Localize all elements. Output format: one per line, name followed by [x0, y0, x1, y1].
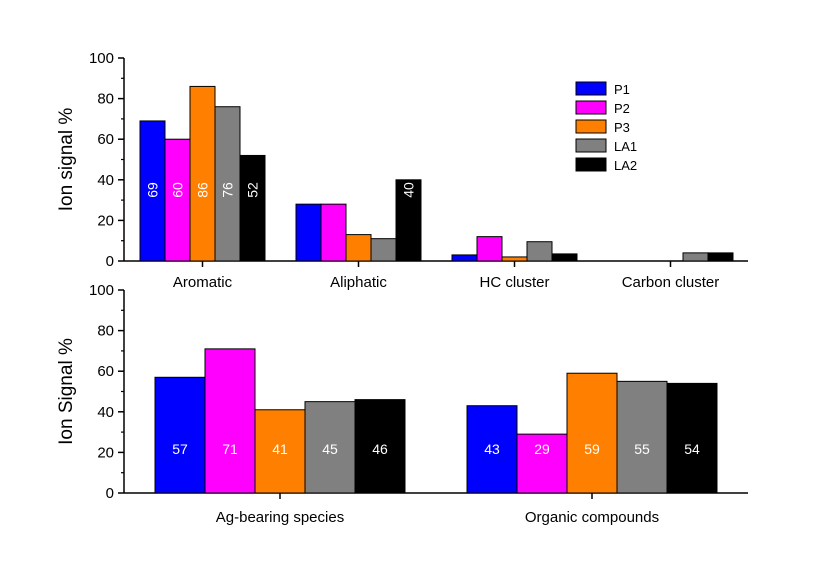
y-tick-label: 80 — [97, 91, 114, 108]
x-category-label: HC cluster — [479, 274, 549, 291]
bar-la2 — [239, 154, 266, 262]
bar-p3 — [566, 372, 618, 494]
legend-label: LA1 — [614, 139, 637, 154]
data-label: 59 — [584, 441, 600, 457]
legend-swatch-la2 — [575, 157, 607, 172]
bar-p3 — [345, 234, 372, 262]
data-label: 46 — [372, 441, 388, 457]
x-category-label: Aliphatic — [330, 274, 387, 291]
data-label: 13 — [351, 182, 367, 198]
legend-swatch-p3 — [575, 119, 607, 134]
x-category-label: Ag-bearing species — [216, 509, 344, 526]
bar-la1 — [616, 380, 668, 494]
bar-la1 — [682, 252, 709, 262]
bar-p2 — [164, 138, 191, 262]
bar-p2 — [476, 236, 503, 262]
bar-p1 — [295, 203, 322, 262]
data-label: 28 — [301, 182, 317, 198]
bar-p1 — [466, 405, 518, 494]
data-label: 71 — [222, 441, 238, 457]
legend-swatch-la1 — [575, 138, 607, 153]
data-label: 29 — [534, 441, 550, 457]
y-tick-label: 40 — [97, 172, 114, 189]
bar-p1 — [451, 254, 478, 262]
top-chart: 0 20 40 60 80 100 Ion signal % Aromatic 69 60 86 76… — [56, 50, 748, 291]
data-label: 11 — [376, 183, 392, 198]
bar-la2 — [354, 399, 406, 494]
bar-p2 — [204, 348, 256, 494]
data-label: 12 — [482, 182, 498, 198]
y-tick-label: 0 — [106, 253, 114, 270]
bar-la2 — [707, 252, 734, 262]
bar-p1 — [154, 376, 206, 494]
bar-la2 — [666, 382, 718, 494]
data-label: 55 — [634, 441, 650, 457]
data-label: 43 — [484, 441, 500, 457]
legend-label: LA2 — [614, 158, 637, 173]
data-label: 52 — [245, 182, 261, 198]
y-tick-label: 0 — [106, 485, 114, 502]
y-tick-label: 80 — [97, 323, 114, 340]
bar-la1 — [526, 241, 553, 262]
data-label: 54 — [684, 441, 700, 457]
legend-label: P3 — [614, 120, 630, 135]
y-tick-label: 20 — [97, 444, 114, 461]
bar-p2 — [516, 433, 568, 494]
legend-swatch-p1 — [575, 81, 607, 96]
y-tick-label: 60 — [97, 131, 114, 148]
y-axis-title: Ion Signal % — [56, 338, 77, 445]
x-category-label: Carbon cluster — [622, 274, 720, 291]
data-label: 60 — [170, 182, 186, 198]
bar-p3 — [189, 85, 216, 262]
x-category-label: Organic compounds — [525, 509, 659, 526]
bar-la1 — [304, 401, 356, 494]
bar-la1 — [370, 238, 397, 262]
legend: P1 P2 P3 LA1 LA2 — [575, 81, 637, 173]
data-label: 40 — [401, 182, 417, 198]
y-axis-title: Ion signal % — [56, 108, 77, 212]
bar-la2 — [395, 179, 422, 262]
data-label: 86 — [195, 182, 211, 198]
data-label: 57 — [172, 441, 188, 457]
x-category-label: Aromatic — [173, 274, 233, 291]
data-label: 41 — [272, 441, 288, 457]
legend-label: P2 — [614, 101, 630, 116]
bar-p3 — [501, 256, 528, 262]
y-tick-label: 60 — [97, 363, 114, 380]
y-tick-label: 40 — [97, 404, 114, 421]
data-label: 69 — [145, 182, 161, 198]
data-label: 45 — [322, 441, 338, 457]
data-label: 28 — [326, 182, 342, 198]
y-tick-label: 100 — [89, 282, 114, 299]
legend-swatch-p2 — [575, 100, 607, 115]
bottom-chart: 0 20 40 60 80 100 Ion Signal % Ag-bearing speci… — [56, 282, 748, 526]
data-label: 76 — [220, 182, 236, 198]
y-tick-label: 100 — [89, 50, 114, 67]
y-tick-label: 20 — [97, 212, 114, 229]
bar-p2 — [320, 203, 347, 262]
bar-la2 — [551, 253, 578, 262]
legend-label: P1 — [614, 82, 630, 97]
